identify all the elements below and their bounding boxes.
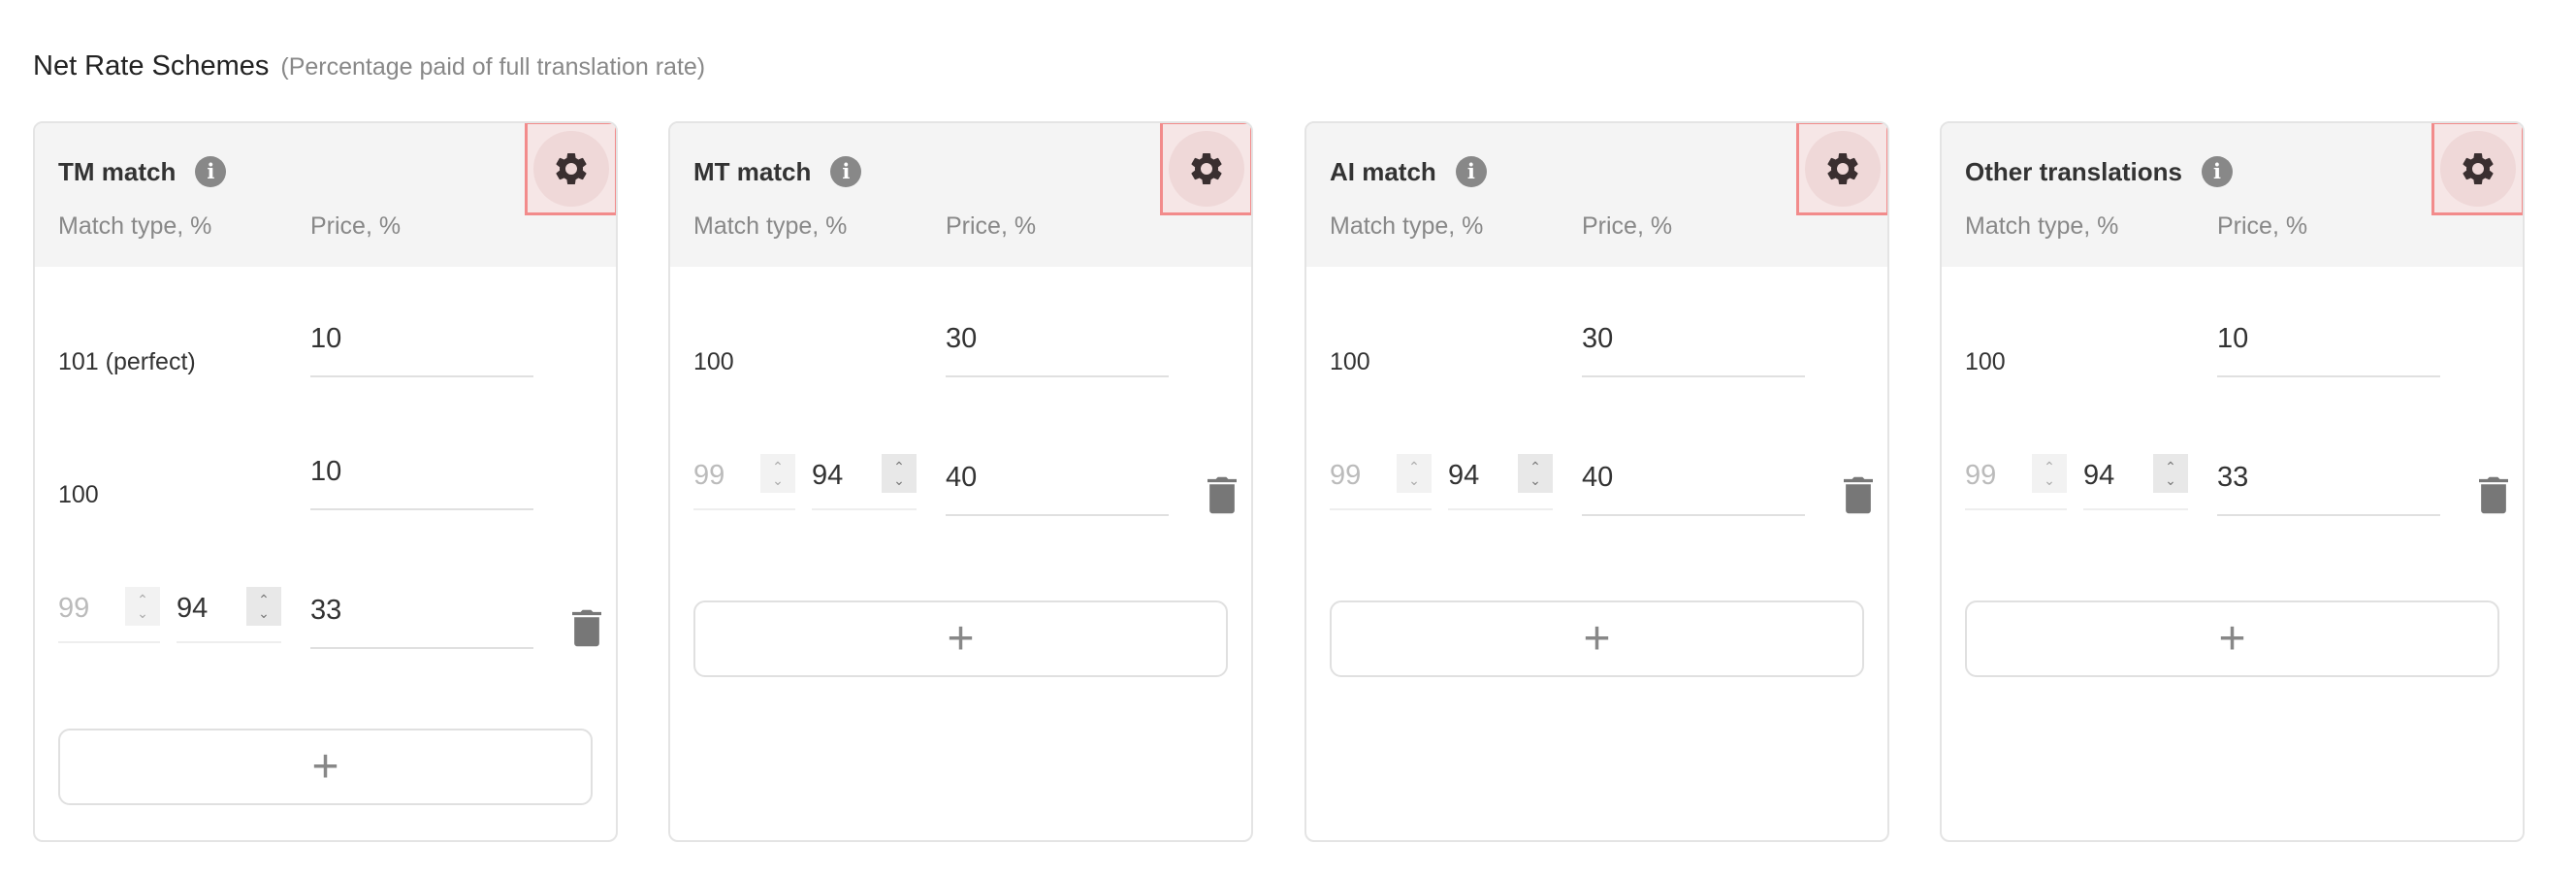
match-type-header: Match type, %: [58, 212, 212, 240]
price-input[interactable]: 30: [1582, 317, 1805, 377]
range-to-value: 94: [2083, 460, 2115, 491]
info-icon[interactable]: i: [830, 156, 862, 187]
stepper-icon[interactable]: ⌃ ⌄: [1518, 454, 1553, 493]
range-to-input[interactable]: 94 ⌃ ⌄: [812, 454, 917, 510]
gear-icon: [533, 130, 609, 207]
gear-icon: [2440, 130, 2516, 207]
range-from-value: 99: [693, 460, 725, 491]
trash-icon[interactable]: [1208, 475, 1237, 514]
range-to-value: 94: [1448, 460, 1480, 491]
range-from-value: 99: [1330, 460, 1362, 491]
rate-scheme-card: MT match i Match type, % Price, % 100 30 …: [668, 121, 1253, 842]
range-to-input[interactable]: 94 ⌃ ⌄: [177, 587, 281, 643]
stepper-icon[interactable]: ⌃ ⌄: [882, 454, 917, 493]
price-header: Price, %: [1582, 212, 1673, 240]
range-rate-row: 99 ⌃ ⌄ 94 ⌃ ⌄ 40: [670, 450, 1251, 528]
price-input[interactable]: 30: [946, 317, 1169, 377]
price-header: Price, %: [310, 212, 402, 240]
range-from-input[interactable]: 99 ⌃ ⌄: [1330, 454, 1432, 510]
price-input[interactable]: 33: [310, 589, 533, 649]
match-type-label: 100: [1965, 348, 2006, 375]
info-icon[interactable]: i: [195, 156, 227, 187]
match-type-label: 101 (perfect): [58, 348, 196, 375]
price-input[interactable]: 10: [310, 317, 533, 377]
price-input[interactable]: 33: [2217, 456, 2440, 516]
card-title-text: Other translations: [1965, 156, 2182, 186]
trash-icon[interactable]: [572, 608, 601, 647]
page-title: Net Rate Schemes: [33, 50, 270, 81]
match-type-header: Match type, %: [1965, 212, 2119, 240]
card-title-text: TM match: [58, 156, 177, 186]
range-rate-row: 99 ⌃ ⌄ 94 ⌃ ⌄ 40: [1306, 450, 1887, 528]
rate-scheme-card: AI match i Match type, % Price, % 100 30 …: [1304, 121, 1889, 842]
stepper-icon[interactable]: ⌃ ⌄: [2032, 454, 2067, 493]
trash-icon[interactable]: [2479, 475, 2508, 514]
match-type-header: Match type, %: [1330, 212, 1484, 240]
range-from-input[interactable]: 99 ⌃ ⌄: [693, 454, 795, 510]
price-input[interactable]: 10: [2217, 317, 2440, 377]
plus-icon: +: [2218, 613, 2246, 665]
range-from-input[interactable]: 99 ⌃ ⌄: [1965, 454, 2067, 510]
add-row-button[interactable]: +: [693, 600, 1228, 677]
range-to-input[interactable]: 94 ⌃ ⌄: [2083, 454, 2188, 510]
match-type-header: Match type, %: [693, 212, 848, 240]
gear-icon: [1169, 130, 1244, 207]
card-title: AI match i: [1330, 156, 1487, 187]
card-title-text: MT match: [693, 156, 812, 186]
plus-icon: +: [947, 613, 975, 665]
rate-row: 101 (perfect) 10: [35, 317, 616, 395]
add-row-button[interactable]: +: [1965, 600, 2499, 677]
range-to-value: 94: [812, 460, 844, 491]
plus-icon: +: [311, 741, 339, 793]
settings-button[interactable]: [2431, 123, 2523, 215]
price-input[interactable]: 10: [310, 450, 533, 510]
range-rate-row: 99 ⌃ ⌄ 94 ⌃ ⌄ 33: [35, 583, 616, 661]
match-type-label: 100: [1330, 348, 1370, 375]
card-header: Other translations i Match type, % Price,…: [1942, 123, 2523, 267]
stepper-icon[interactable]: ⌃ ⌄: [760, 454, 795, 493]
range-to-value: 94: [177, 593, 209, 624]
rate-row: 100 30: [1306, 317, 1887, 395]
price-header: Price, %: [2217, 212, 2308, 240]
card-title-text: AI match: [1330, 156, 1436, 186]
plus-icon: +: [1583, 613, 1611, 665]
rate-row: 100 30: [670, 317, 1251, 395]
card-header: TM match i Match type, % Price, %: [35, 123, 616, 267]
card-header: AI match i Match type, % Price, %: [1306, 123, 1887, 267]
range-from-input[interactable]: 99 ⌃ ⌄: [58, 587, 160, 643]
range-from-value: 99: [58, 593, 90, 624]
rate-row: 100 10: [35, 450, 616, 528]
info-icon[interactable]: i: [1455, 156, 1487, 187]
section-subtitle: (Percentage paid of full translation rat…: [280, 53, 706, 81]
stepper-icon[interactable]: ⌃ ⌄: [125, 587, 160, 626]
settings-button[interactable]: [1796, 123, 1887, 215]
settings-button[interactable]: [1160, 123, 1251, 215]
card-header: MT match i Match type, % Price, %: [670, 123, 1251, 267]
card-title: MT match i: [693, 156, 862, 187]
card-title: Other translations i: [1965, 156, 2233, 187]
range-to-input[interactable]: 94 ⌃ ⌄: [1448, 454, 1553, 510]
stepper-icon[interactable]: ⌃ ⌄: [246, 587, 281, 626]
rate-row: 100 10: [1942, 317, 2523, 395]
section-title: Net Rate Schemes (Percentage paid of full…: [33, 50, 705, 82]
match-type-label: 100: [58, 481, 99, 508]
add-row-button[interactable]: +: [58, 729, 593, 805]
rate-scheme-card: Other translations i Match type, % Price,…: [1940, 121, 2525, 842]
settings-button[interactable]: [525, 123, 616, 215]
range-rate-row: 99 ⌃ ⌄ 94 ⌃ ⌄ 33: [1942, 450, 2523, 528]
rate-scheme-card: TM match i Match type, % Price, % 101 (pe…: [33, 121, 618, 842]
match-type-label: 100: [693, 348, 734, 375]
price-input[interactable]: 40: [1582, 456, 1805, 516]
card-title: TM match i: [58, 156, 227, 187]
range-from-value: 99: [1965, 460, 1997, 491]
info-icon[interactable]: i: [2201, 156, 2233, 187]
stepper-icon[interactable]: ⌃ ⌄: [2153, 454, 2188, 493]
gear-icon: [1805, 130, 1881, 207]
price-input[interactable]: 40: [946, 456, 1169, 516]
price-header: Price, %: [946, 212, 1037, 240]
trash-icon[interactable]: [1844, 475, 1873, 514]
stepper-icon[interactable]: ⌃ ⌄: [1397, 454, 1432, 493]
add-row-button[interactable]: +: [1330, 600, 1864, 677]
